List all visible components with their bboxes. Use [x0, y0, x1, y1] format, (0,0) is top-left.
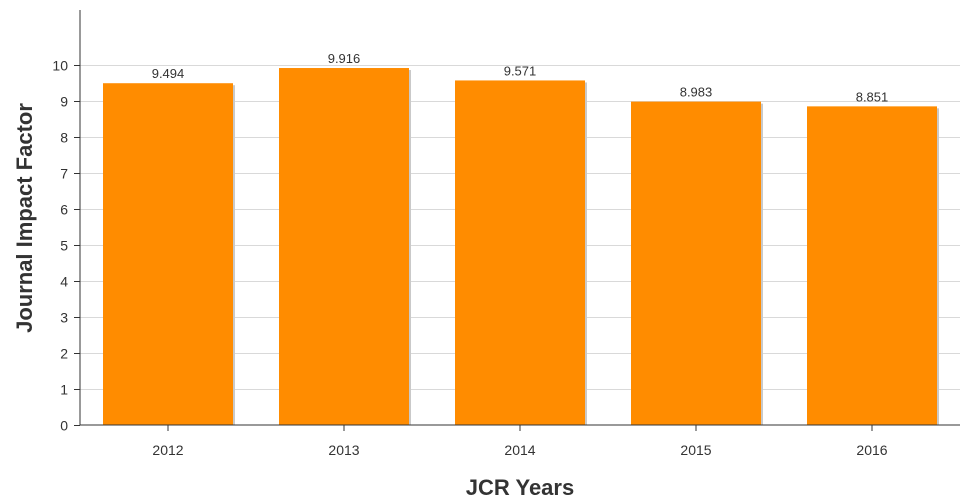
bar[interactable] — [631, 101, 761, 425]
y-tick-label: 9 — [60, 94, 68, 110]
y-tick-label: 6 — [60, 202, 68, 218]
y-axis-title: Journal Impact Factor — [12, 103, 37, 333]
data-labels: 9.494 9.916 9.571 8.983 8.851 — [152, 51, 889, 104]
bar[interactable] — [103, 83, 233, 425]
bar[interactable] — [279, 68, 409, 426]
x-axis-ticks: 2012 2013 2014 2015 2016 — [152, 425, 888, 458]
bar[interactable] — [455, 80, 585, 425]
x-tick-label: 2016 — [856, 442, 887, 458]
y-tick-label: 5 — [60, 238, 68, 254]
x-tick-label: 2014 — [504, 442, 535, 458]
y-axis-ticks: 0 1 2 3 4 5 6 7 8 9 10 — [52, 58, 80, 434]
y-tick-label: 8 — [60, 130, 68, 146]
y-tick-label: 0 — [60, 418, 68, 434]
bar[interactable] — [807, 106, 937, 425]
x-tick-label: 2015 — [680, 442, 711, 458]
x-tick-label: 2012 — [152, 442, 183, 458]
y-tick-label: 4 — [60, 274, 68, 290]
y-tick-label: 2 — [60, 346, 68, 362]
data-label: 9.494 — [152, 66, 185, 81]
data-label: 8.851 — [856, 89, 889, 104]
bars — [103, 68, 939, 426]
y-tick-label: 3 — [60, 310, 68, 326]
y-tick-label: 7 — [60, 166, 68, 182]
data-label: 9.916 — [328, 51, 361, 66]
y-tick-label: 1 — [60, 382, 68, 398]
x-axis-title: JCR Years — [466, 475, 574, 500]
data-label: 9.571 — [504, 63, 537, 78]
x-tick-label: 2013 — [328, 442, 359, 458]
y-tick-label: 10 — [52, 58, 68, 74]
data-label: 8.983 — [680, 85, 713, 100]
